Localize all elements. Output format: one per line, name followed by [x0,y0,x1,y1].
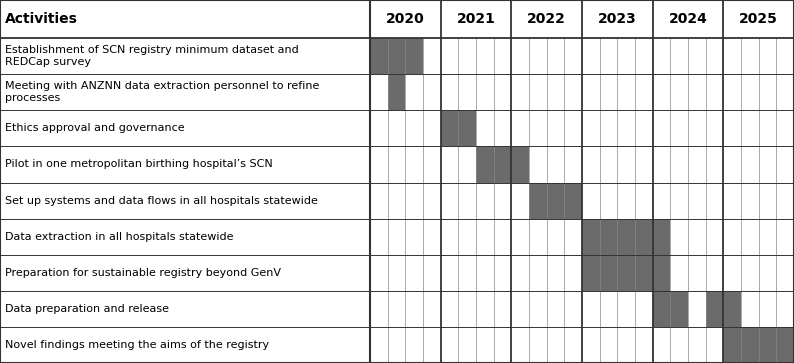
Text: Pilot in one metropolitan birthing hospital’s SCN: Pilot in one metropolitan birthing hospi… [5,159,272,170]
Bar [387,74,406,110]
Text: 2020: 2020 [386,12,425,26]
Text: 2025: 2025 [739,12,778,26]
Text: 2021: 2021 [457,12,495,26]
Bar [706,291,723,327]
Bar [565,183,582,219]
Bar [653,219,670,255]
Bar [635,219,653,255]
Bar [653,291,670,327]
Bar [741,327,759,363]
Bar [599,255,618,291]
Text: 2022: 2022 [527,12,566,26]
Bar [599,219,618,255]
Bar [494,146,511,183]
Bar [476,146,494,183]
Bar [582,219,599,255]
Bar [618,255,635,291]
Bar [441,110,458,146]
Text: Activities: Activities [5,12,78,26]
Text: Ethics approval and governance: Ethics approval and governance [5,123,184,133]
Text: 2024: 2024 [669,12,707,26]
Bar [458,110,476,146]
Bar [635,255,653,291]
Text: Preparation for sustainable registry beyond GenV: Preparation for sustainable registry bey… [5,268,281,278]
Bar [723,327,741,363]
Bar [723,291,741,327]
Text: Set up systems and data flows in all hospitals statewide: Set up systems and data flows in all hos… [5,196,318,205]
Text: Novel findings meeting the aims of the registry: Novel findings meeting the aims of the r… [5,340,269,350]
Bar [653,255,670,291]
Text: Data extraction in all hospitals statewide: Data extraction in all hospitals statewi… [5,232,233,242]
Text: Meeting with ANZNN data extraction personnel to refine
processes: Meeting with ANZNN data extraction perso… [5,81,319,103]
Text: 2023: 2023 [598,12,637,26]
Bar [406,38,423,74]
Bar [759,327,777,363]
Bar [777,327,794,363]
Bar [582,255,599,291]
Bar [511,146,529,183]
Bar [670,291,688,327]
Bar [370,38,387,74]
Bar [387,38,406,74]
Text: Data preparation and release: Data preparation and release [5,304,169,314]
Bar [547,183,565,219]
Bar [529,183,547,219]
Text: Establishment of SCN registry minimum dataset and
REDCap survey: Establishment of SCN registry minimum da… [5,45,299,68]
Bar [618,219,635,255]
